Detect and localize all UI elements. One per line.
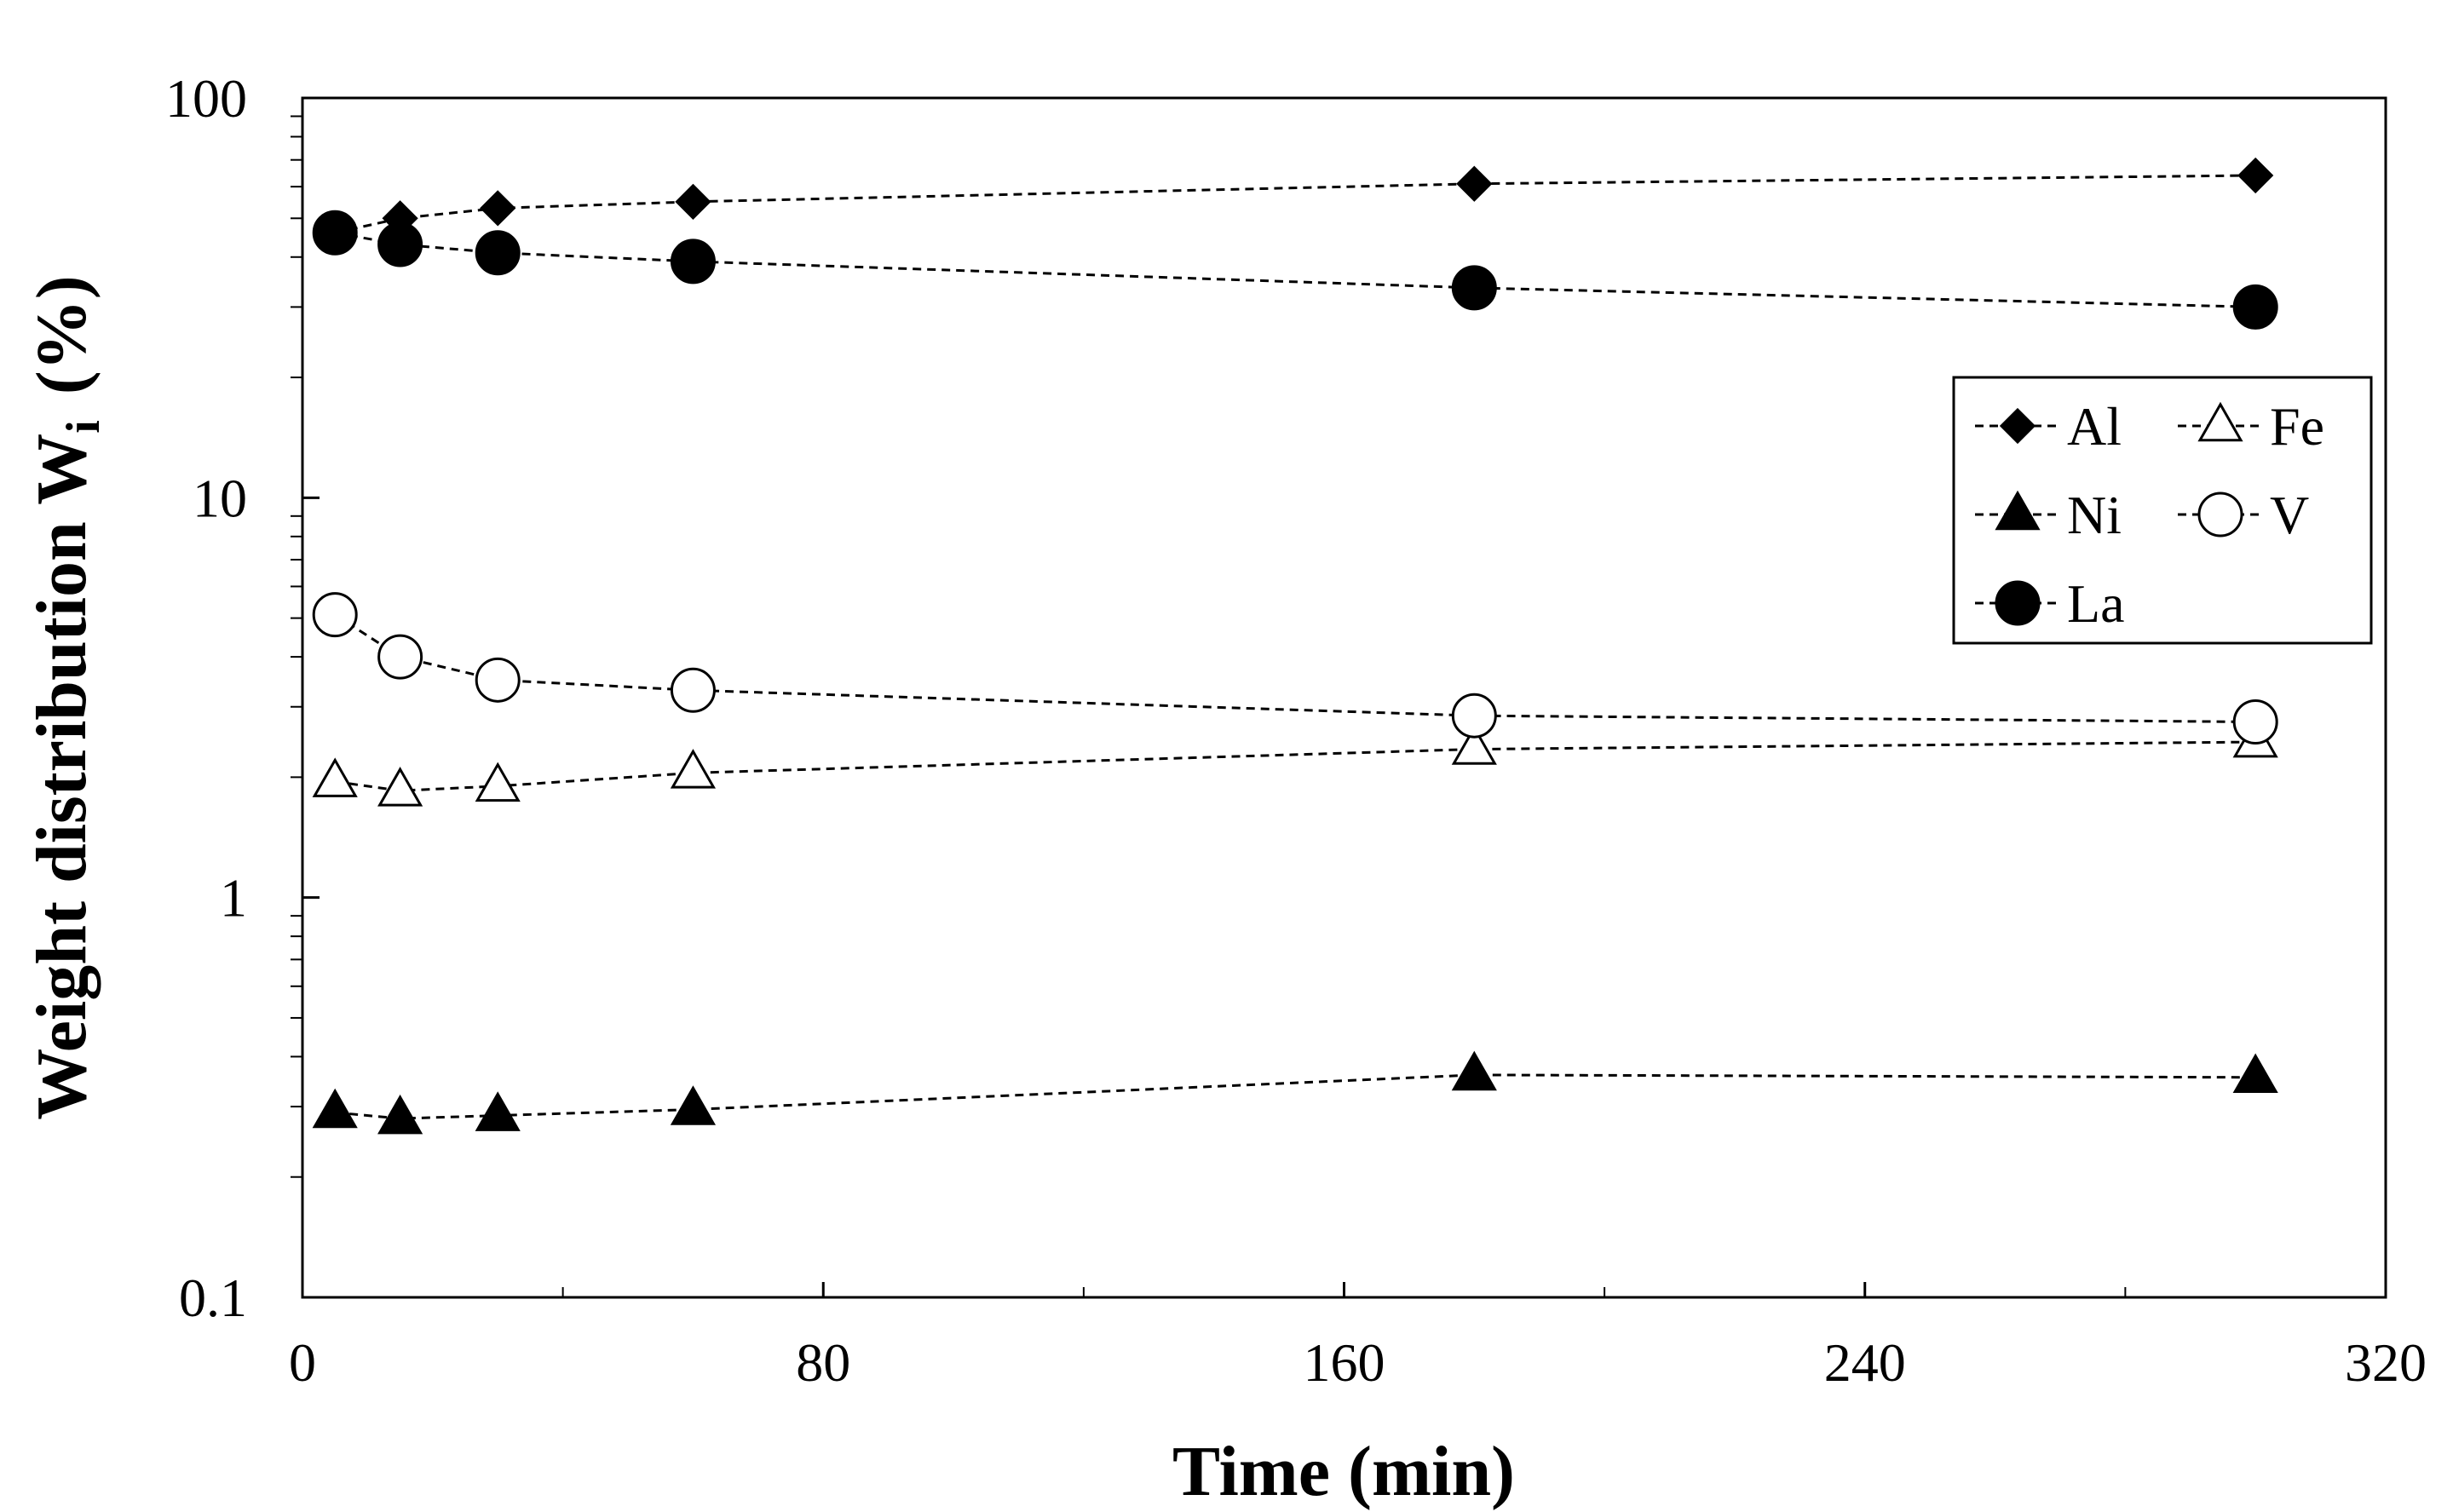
legend-marker-fe	[2197, 401, 2243, 442]
data-point-v	[475, 657, 521, 703]
x-axis-title: Time (min)	[1172, 1432, 1515, 1511]
data-point-la	[670, 239, 716, 285]
data-point-fe	[1451, 725, 1497, 765]
data-point-fe	[475, 762, 521, 802]
data-point-ni	[312, 1088, 358, 1129]
data-point-ni	[1451, 1050, 1497, 1091]
y-axis-title: Weight distribution Wi (%)	[22, 275, 110, 1119]
data-point-ni	[2232, 1053, 2278, 1094]
y-tick-label: 10	[193, 468, 247, 528]
data-point-al	[2237, 157, 2274, 194]
legend-entry-v: V	[2178, 485, 2309, 545]
legend-label-al: Al	[2067, 396, 2122, 457]
x-tick-label: 0	[289, 1332, 316, 1393]
legend-entry-fe: Fe	[2178, 396, 2324, 457]
series-line-al	[334, 174, 2256, 234]
x-tick-label: 80	[796, 1332, 850, 1393]
y-axis-title-main: Weight distribution W	[22, 434, 101, 1120]
series-fe	[312, 717, 2278, 807]
x-tick-label: 240	[1824, 1332, 1906, 1393]
data-point-la	[1451, 265, 1497, 311]
x-tick-label: 160	[1304, 1332, 1385, 1393]
data-point-fe	[670, 749, 717, 789]
legend-label-la: La	[2067, 573, 2125, 634]
plot-frame	[301, 96, 2387, 1299]
legend-entry-al: Al	[1975, 396, 2122, 457]
data-point-la	[475, 230, 521, 276]
data-point-al	[480, 190, 516, 227]
y-axis-title-subscript: i	[57, 420, 110, 434]
data-point-ni	[475, 1091, 521, 1131]
y-axis-title-unit: (%)	[22, 275, 101, 394]
legend-entry-la: La	[1975, 573, 2125, 634]
series-line-fe	[334, 740, 2256, 792]
data-point-fe	[312, 757, 358, 797]
series-la	[312, 210, 2278, 330]
legend: Al Fe Ni V La	[1952, 376, 2373, 645]
series-line-la	[334, 231, 2256, 308]
legend-marker-la	[1995, 580, 2041, 626]
data-point-ni	[670, 1085, 717, 1125]
legend-label-v: V	[2270, 485, 2309, 545]
data-point-la	[2232, 284, 2278, 330]
legend-label-fe: Fe	[2270, 396, 2324, 457]
data-point-ni	[377, 1094, 423, 1135]
data-point-fe	[377, 767, 423, 807]
y-tick-label: 100	[165, 68, 247, 129]
x-tick-label: 320	[2345, 1332, 2427, 1393]
data-point-la	[312, 210, 358, 256]
legend-entry-ni: Ni	[1975, 485, 2122, 545]
legend-marker-ni	[1995, 490, 2041, 531]
data-point-al	[1456, 165, 1493, 202]
data-point-v	[377, 634, 423, 680]
series-v	[312, 592, 2278, 745]
data-point-v	[1451, 693, 1497, 739]
series-ni	[312, 1050, 2278, 1135]
legend-label-ni: Ni	[2067, 485, 2122, 545]
series-al	[317, 157, 2274, 251]
data-point-v	[2232, 699, 2278, 745]
data-point-v	[312, 592, 358, 638]
y-tick-label: 0.1	[179, 1268, 247, 1328]
y-tick-label: 1	[220, 868, 247, 928]
data-point-la	[377, 221, 423, 267]
legend-marker-v	[2197, 492, 2243, 538]
data-point-v	[670, 667, 716, 713]
data-point-al	[675, 183, 711, 220]
series-line-ni	[335, 1073, 2256, 1120]
legend-marker-al	[1999, 407, 2036, 445]
